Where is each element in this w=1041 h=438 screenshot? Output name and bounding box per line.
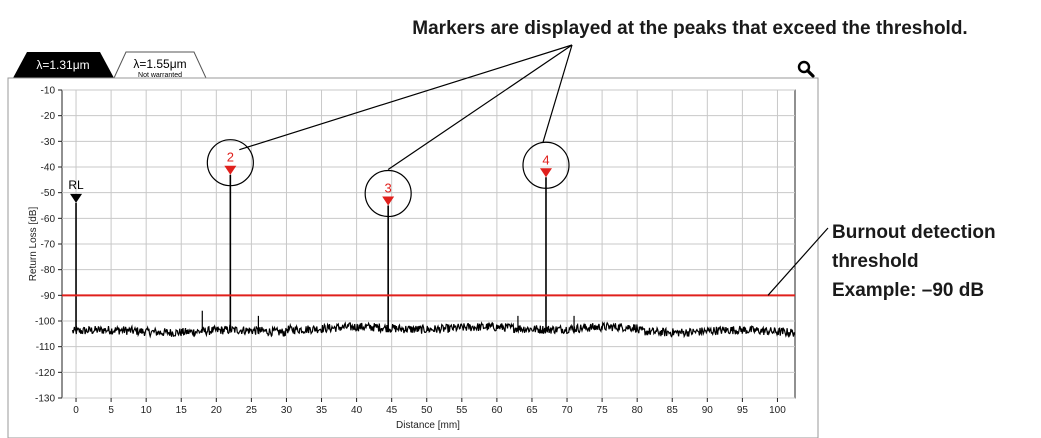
- tab-active[interactable]: λ=1.31μm: [13, 52, 114, 78]
- y-tick-label: -50: [41, 188, 56, 199]
- x-tick-label: 90: [702, 405, 714, 416]
- y-tick-label: -70: [41, 240, 56, 251]
- callout-line: [239, 44, 573, 151]
- magnifier-icon[interactable]: [797, 60, 815, 78]
- marker-rl-label: RL: [68, 178, 84, 192]
- y-tick-label: -110: [36, 342, 56, 353]
- x-tick-label: 60: [491, 405, 503, 416]
- x-tick-label: 85: [667, 405, 679, 416]
- x-tick-label: 65: [526, 405, 538, 416]
- callout-line: [542, 44, 573, 143]
- x-tick-label: 40: [351, 405, 363, 416]
- marker-number: 2: [227, 150, 234, 165]
- threshold-note-line1: Burnout detection: [832, 222, 996, 243]
- tab-inactive-label: λ=1.55μm: [133, 57, 186, 71]
- x-tick-label: 0: [73, 405, 79, 416]
- y-tick-label: -10: [41, 86, 56, 97]
- x-tick-label: 45: [386, 405, 398, 416]
- x-tick-label: 80: [632, 405, 644, 416]
- marker-triangle: [224, 165, 237, 175]
- marker-triangle: [382, 196, 395, 206]
- callout-lines: [239, 44, 829, 296]
- markers-note: Markers are displayed at the peaks that …: [412, 18, 967, 39]
- noise-trace: [71, 320, 796, 339]
- y-ticks: -10 -20 -30 -40 -50 -60 -70 -80 -90 -100 -110 -120 -…: [35, 86, 62, 405]
- tab-inactive[interactable]: λ=1.55μm Not warranted: [113, 51, 207, 79]
- y-tick-label: -100: [35, 317, 55, 328]
- x-tick-label: 95: [737, 405, 749, 416]
- y-tick-label: -40: [41, 163, 56, 174]
- chart-panel: [7, 77, 819, 438]
- x-tick-label: 70: [561, 405, 573, 416]
- markers: RL 2 3 4: [68, 139, 570, 218]
- x-tick-label: 10: [141, 405, 153, 416]
- tab-active-label: λ=1.31μm: [36, 58, 89, 72]
- y-tick-label: -60: [41, 214, 56, 225]
- y-tick-label: -90: [41, 291, 56, 302]
- x-tick-label: 55: [456, 405, 468, 416]
- y-tick-label: -20: [41, 111, 56, 122]
- y-tick-label: -130: [35, 394, 55, 405]
- y-tick-label: -120: [35, 368, 55, 379]
- peaks: [75, 174, 575, 332]
- threshold-callout-line: [767, 227, 829, 296]
- callout-line: [387, 44, 573, 170]
- marker-circle: [522, 141, 570, 189]
- y-tick-label: -80: [41, 265, 56, 276]
- x-tick-label: 25: [246, 405, 258, 416]
- y-tick-label: -30: [41, 137, 56, 148]
- x-tick-label: 75: [597, 405, 609, 416]
- marker-rl: [70, 193, 83, 203]
- threshold-note-line2: threshold: [832, 251, 919, 272]
- grid: [62, 89, 795, 399]
- threshold-note-line3: Example: –90 dB: [832, 280, 984, 301]
- x-ticks: 0 5 10 15 20 25 30 35 40 45 50 55 60 65 70 75 80 85 90 95 10…: [73, 398, 786, 416]
- marker-number: 4: [542, 152, 549, 167]
- marker-triangle: [539, 168, 552, 178]
- marker-circle: [364, 169, 412, 218]
- x-tick-label: 30: [281, 405, 293, 416]
- tab-inactive-sublabel: Not warranted: [138, 72, 182, 79]
- x-tick-label: 20: [211, 405, 223, 416]
- marker-circle: [206, 139, 254, 187]
- x-tick-label: 50: [421, 405, 433, 416]
- marker-number: 3: [385, 181, 392, 196]
- x-tick-label: 100: [769, 405, 786, 416]
- x-tick-label: 15: [176, 405, 188, 416]
- x-tick-label: 5: [108, 405, 114, 416]
- y-axis-label: Return Loss [dB]: [28, 207, 39, 282]
- x-tick-label: 35: [316, 405, 328, 416]
- x-axis-label: Distance [mm]: [396, 420, 460, 431]
